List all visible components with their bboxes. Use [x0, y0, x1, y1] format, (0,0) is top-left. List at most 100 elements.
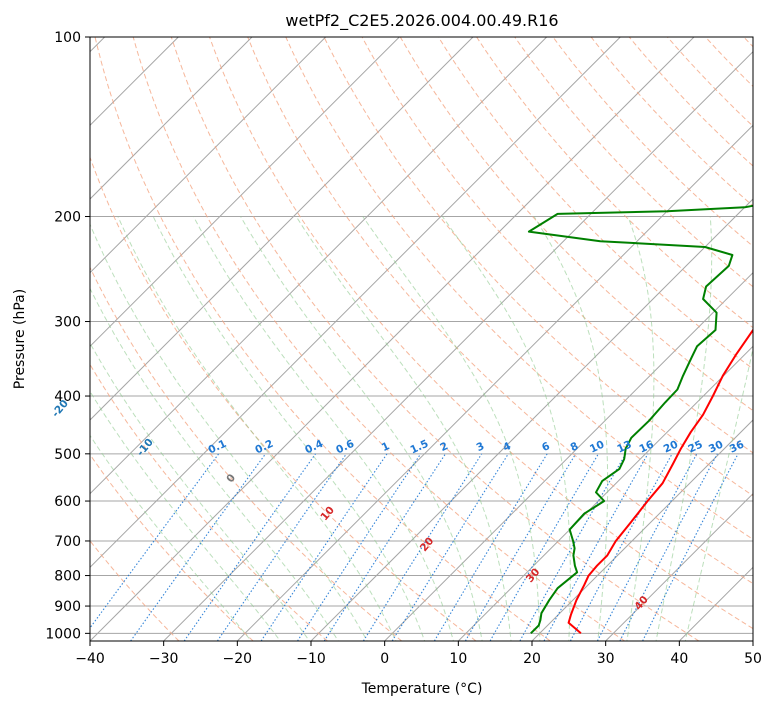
dry-adiabat-line: [170, 37, 700, 641]
dry-adiabat-line: [361, 37, 753, 454]
isotherm-line: [90, 37, 621, 569]
x-tick-label: −30: [149, 651, 179, 667]
moist-adiabat-line: [295, 216, 512, 641]
x-tick-label: −20: [223, 651, 253, 667]
moist-adiabat-line: [533, 216, 609, 641]
dry-adiabat-line: [94, 37, 551, 641]
isotherm-line: [310, 198, 753, 641]
dry-adiabat-line: [90, 266, 403, 641]
x-tick-label: −10: [296, 651, 326, 667]
dry-adiabat-line: [90, 363, 328, 641]
y-tick-label: 800: [54, 569, 81, 585]
mixing-ratio-label: 4: [501, 440, 513, 454]
mixing-ratio-label: 6: [540, 440, 552, 454]
x-tick-label: 30: [597, 651, 615, 667]
x-tick-label: 50: [744, 651, 762, 667]
moist-adiabat-line: [90, 390, 281, 641]
mixing-ratio-line: [596, 453, 698, 641]
moist-adiabat-line: [152, 216, 426, 641]
mixing-ratio-line: [519, 453, 627, 641]
y-tick-label: 200: [54, 210, 81, 226]
isotherm-line: [752, 640, 753, 641]
moist-adiabat-line: [193, 216, 454, 641]
moist-adiabat-line: [441, 216, 571, 641]
dry-adiabat-line: [323, 37, 753, 497]
chart-title: wetPf2_C2E5.2026.004.00.49.R16: [285, 11, 558, 31]
mixing-ratio-label: 36: [728, 439, 746, 456]
dry-adiabat-line: [209, 37, 753, 630]
dry-adiabat-label: -10: [135, 436, 156, 458]
dry-adiabat-line: [705, 37, 753, 88]
isotherm-line: [531, 419, 753, 641]
y-tick-label: 700: [54, 534, 81, 550]
y-tick-label: 900: [54, 599, 81, 615]
y-tick-label: 100: [54, 30, 81, 46]
dry-adiabat-line: [90, 453, 254, 641]
mixing-ratio-label: 16: [637, 439, 655, 456]
mixing-ratio-label: 8: [569, 440, 581, 454]
moist-adiabat-line: [90, 287, 339, 641]
dry-adiabat-line: [628, 37, 753, 167]
moist-adiabat-line: [362, 216, 541, 641]
mixing-ratio-line: [569, 453, 673, 641]
dry-adiabat-label: 0: [224, 472, 238, 485]
isotherm-line: [236, 124, 753, 641]
temperature-profile: [567, 328, 753, 635]
dewpoint-profile: [527, 204, 753, 635]
mixing-ratio-label: 1: [380, 440, 392, 454]
moist-adiabat-line: [655, 216, 713, 641]
mixing-ratio-label: 3: [475, 440, 487, 454]
dry-adiabat-line: [399, 37, 753, 412]
moist-adiabat-line: [240, 216, 483, 641]
isotherm-line: [678, 566, 753, 641]
mixing-ratio-line: [323, 453, 446, 641]
isotherm-line: [90, 37, 474, 421]
dry-adiabat-label: 20: [418, 535, 437, 554]
mixing-ratio-line: [619, 453, 718, 641]
x-axis-label: Temperature (°C): [361, 681, 483, 697]
mixing-ratio-line: [260, 453, 388, 641]
mixing-ratio-label: 10: [588, 439, 606, 456]
y-axis-label: Pressure (hPa): [12, 289, 28, 389]
isotherm-line: [384, 271, 753, 641]
isotherm-line: [90, 37, 400, 348]
mixing-ratio-label: 20: [662, 439, 680, 456]
moist-adiabat-line: [90, 434, 252, 641]
mixing-ratio-label: 13: [615, 439, 633, 456]
moist-adiabat-line: [117, 216, 397, 641]
y-tick-label: 500: [54, 447, 81, 463]
x-tick-label: 10: [449, 651, 467, 667]
mixing-ratio-line: [464, 453, 577, 641]
profiles: [527, 204, 753, 635]
dry-adiabat-line: [285, 37, 753, 540]
reference-lines: [90, 37, 753, 641]
mixing-ratio-line: [543, 453, 649, 641]
x-tick-label: −40: [75, 651, 105, 667]
line-labels: 0.10.20.40.611.52346810131620253036-100-…: [50, 398, 746, 613]
isotherm-line: [605, 492, 753, 641]
x-tick-label: 0: [380, 651, 389, 667]
mixing-ratio-line: [90, 453, 220, 629]
dry-adiabat-label: 30: [524, 566, 543, 585]
dry-adiabat-line: [437, 37, 753, 370]
axis-ticks: −40 −30 −20 −10 0 10 20 30 40 5010020030040050060…: [45, 30, 762, 667]
isotherm-line: [90, 37, 548, 495]
dry-adiabat-line: [743, 37, 753, 48]
y-tick-label: 400: [54, 389, 81, 405]
y-tick-label: 600: [54, 494, 81, 510]
dry-adiabat-label: 40: [632, 594, 651, 613]
mixing-ratio-line: [130, 453, 267, 641]
isotherm-line: [163, 50, 753, 641]
moist-adiabat-line: [90, 342, 310, 641]
mixing-ratio-label: 30: [707, 439, 725, 456]
mixing-ratio-line: [297, 453, 422, 641]
mixing-ratio-line: [433, 453, 548, 641]
mixing-ratio-line: [489, 453, 599, 641]
moist-adiabat-line: [626, 216, 655, 641]
mixing-ratio-label: 25: [686, 439, 704, 456]
y-tick-label: 300: [54, 315, 81, 331]
dry-adiabat-line: [90, 156, 477, 641]
y-tick-label: 1000: [45, 626, 81, 642]
x-tick-label: 20: [523, 651, 541, 667]
